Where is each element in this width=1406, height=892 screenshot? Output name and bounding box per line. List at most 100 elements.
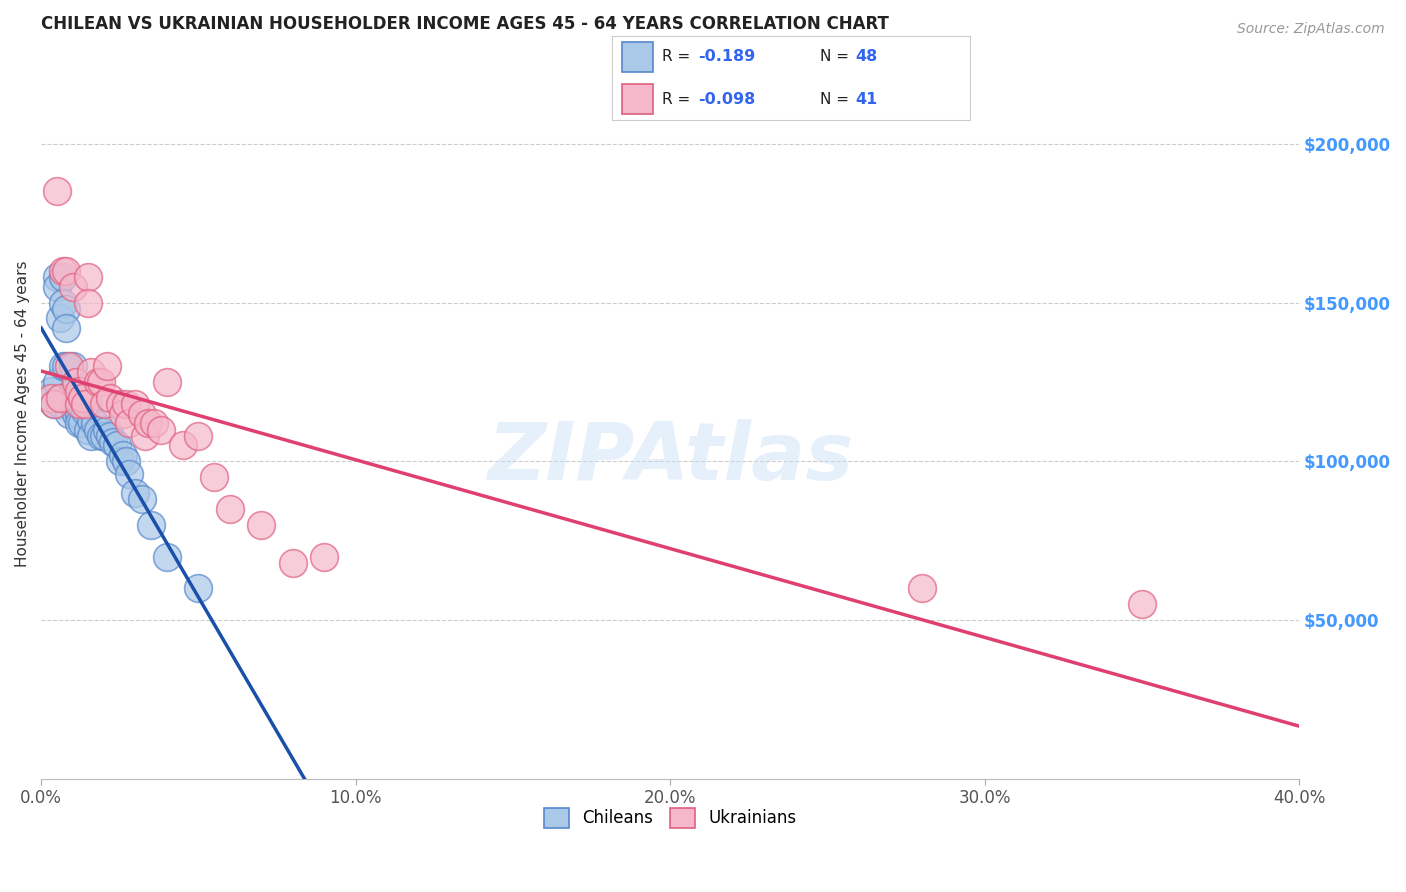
Point <box>65 391 87 405</box>
Point <box>75 397 97 411</box>
Point <box>75 403 97 417</box>
Point <box>62 397 84 411</box>
Point <box>143 416 166 430</box>
Point <box>49 311 72 326</box>
Point <box>55 264 77 278</box>
Point <box>58 407 80 421</box>
Point <box>141 517 163 532</box>
Point <box>98 429 121 443</box>
Point <box>80 365 103 379</box>
Point <box>67 384 90 399</box>
Point <box>52 270 75 285</box>
Point <box>281 556 304 570</box>
Legend: Chileans, Ukrainians: Chileans, Ukrainians <box>536 799 804 837</box>
Point <box>42 397 65 411</box>
Text: N =: N = <box>820 92 853 107</box>
Point <box>45 270 67 285</box>
Point <box>45 279 67 293</box>
Point <box>98 391 121 405</box>
Point <box>124 486 146 500</box>
Point <box>136 416 159 430</box>
Point <box>105 438 128 452</box>
Point <box>83 416 105 430</box>
Point <box>115 454 138 468</box>
Point <box>45 185 67 199</box>
Point <box>77 397 100 411</box>
Point <box>118 416 141 430</box>
Point <box>70 397 93 411</box>
Point <box>65 375 87 389</box>
Point <box>55 301 77 316</box>
Point <box>111 448 134 462</box>
Point <box>250 517 273 532</box>
Point <box>124 397 146 411</box>
Point <box>58 391 80 405</box>
Point <box>202 470 225 484</box>
Point <box>86 375 108 389</box>
Point <box>108 454 131 468</box>
Point <box>93 397 115 411</box>
Point <box>65 407 87 421</box>
Point <box>77 270 100 285</box>
Point <box>42 397 65 411</box>
Point <box>218 502 240 516</box>
Point <box>70 416 93 430</box>
Point <box>39 384 62 399</box>
Point <box>49 391 72 405</box>
Text: R =: R = <box>662 92 695 107</box>
Point <box>77 423 100 437</box>
Point <box>149 423 172 437</box>
Point <box>62 359 84 373</box>
Point <box>156 375 179 389</box>
Text: N =: N = <box>820 49 853 64</box>
Text: ZIPAtlas: ZIPAtlas <box>486 418 853 497</box>
Bar <box>623 42 652 71</box>
Point <box>67 397 90 411</box>
Point <box>62 279 84 293</box>
Point <box>77 295 100 310</box>
Text: CHILEAN VS UKRAINIAN HOUSEHOLDER INCOME AGES 45 - 64 YEARS CORRELATION CHART: CHILEAN VS UKRAINIAN HOUSEHOLDER INCOME … <box>41 15 889 33</box>
Point <box>62 384 84 399</box>
Point <box>67 416 90 430</box>
Point <box>103 435 125 450</box>
Point <box>52 295 75 310</box>
Y-axis label: Householder Income Ages 45 - 64 years: Householder Income Ages 45 - 64 years <box>15 260 30 567</box>
Point <box>314 549 336 564</box>
Text: -0.098: -0.098 <box>697 92 755 107</box>
Point <box>45 375 67 389</box>
Point <box>55 321 77 335</box>
Point <box>67 407 90 421</box>
Bar <box>623 85 652 114</box>
Point <box>67 397 90 411</box>
Point <box>96 359 118 373</box>
Point <box>86 423 108 437</box>
Text: 41: 41 <box>855 92 877 107</box>
Point <box>37 391 59 405</box>
Point <box>90 375 112 389</box>
Point <box>70 391 93 405</box>
Point <box>156 549 179 564</box>
Point <box>52 359 75 373</box>
Point <box>90 429 112 443</box>
Point <box>108 397 131 411</box>
Text: R =: R = <box>662 49 695 64</box>
Text: 48: 48 <box>855 49 877 64</box>
Point <box>187 429 209 443</box>
Point <box>80 413 103 427</box>
Point <box>172 438 194 452</box>
Point <box>187 582 209 596</box>
Point <box>80 429 103 443</box>
Point <box>131 492 153 507</box>
Point <box>39 391 62 405</box>
Point <box>111 407 134 421</box>
Point <box>52 264 75 278</box>
Point <box>1130 597 1153 611</box>
Point <box>134 429 156 443</box>
Point <box>49 397 72 411</box>
Point <box>911 582 934 596</box>
Point <box>58 359 80 373</box>
Point <box>93 429 115 443</box>
Text: -0.189: -0.189 <box>697 49 755 64</box>
Point <box>118 467 141 481</box>
Point <box>96 423 118 437</box>
